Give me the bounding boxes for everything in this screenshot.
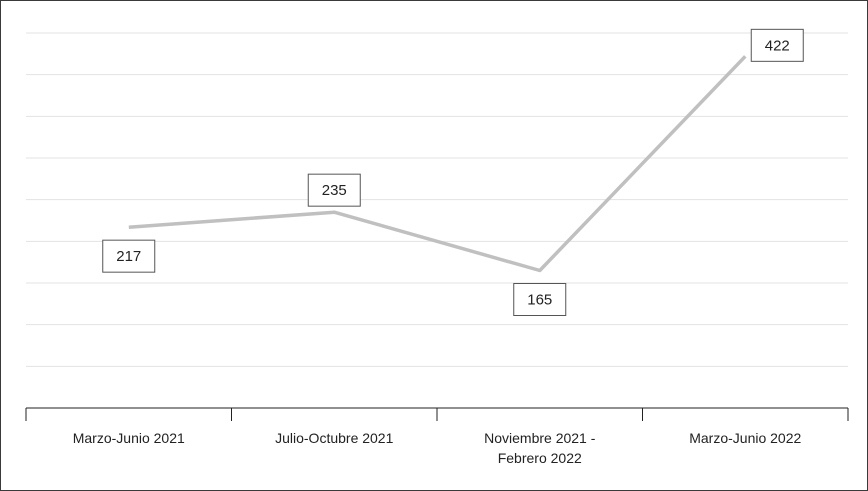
x-tick-label-line: Noviembre 2021 -: [484, 430, 596, 446]
data-label-box: [102, 239, 156, 273]
data-label-box: [513, 283, 567, 316]
series-line: [128, 55, 747, 273]
x-tick-label: Julio-Octubre 2021: [275, 430, 394, 446]
data-label-box: [307, 173, 361, 207]
category-labels: Marzo-Junio 2021 Julio-Octubre 2021 Noviem…: [73, 430, 802, 466]
data-label-value: 217: [116, 248, 141, 265]
data-labels: 217 235 165 422: [102, 28, 804, 316]
x-tick-label-line: Marzo-Junio 2022: [689, 430, 801, 446]
x-tick-label-line: Julio-Octubre 2021: [275, 430, 394, 446]
x-tick-label-line: Marzo-Junio 2021: [73, 430, 185, 446]
data-label: 165: [513, 283, 567, 316]
x-tick-label: Marzo-Junio 2021: [73, 430, 185, 446]
data-label-value: 165: [527, 292, 552, 309]
data-label: 235: [307, 173, 361, 207]
data-label-value: 422: [765, 37, 790, 54]
data-label: 422: [750, 28, 804, 62]
x-tick-label: Marzo-Junio 2022: [689, 430, 801, 446]
series-line-group: [128, 55, 747, 273]
x-tick-label: Noviembre 2021 - Febrero 2022: [484, 430, 596, 466]
data-label-box: [750, 28, 804, 62]
data-label-value: 235: [322, 182, 347, 199]
x-tick-label-line: Febrero 2022: [498, 450, 582, 466]
x-axis: [25, 407, 849, 421]
data-label: 217: [102, 239, 156, 273]
gridlines: [26, 32, 848, 367]
